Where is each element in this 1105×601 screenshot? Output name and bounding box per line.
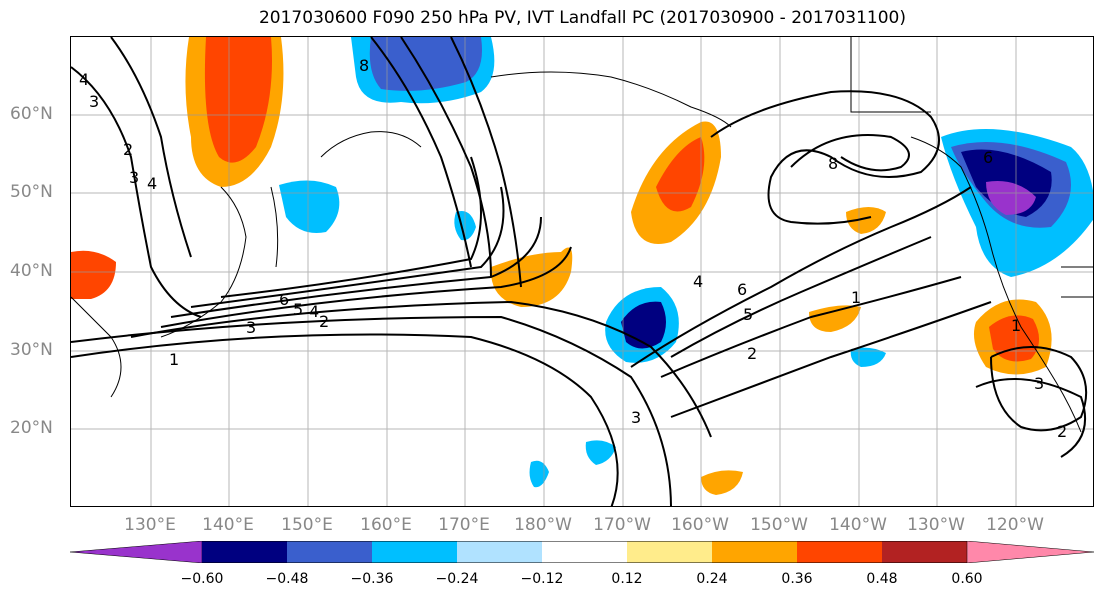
coastlines — [71, 37, 1093, 433]
contour-label: 1 — [169, 350, 179, 369]
colorbar-tick-label: 0.36 — [781, 571, 813, 587]
contour-label: 3 — [129, 168, 139, 187]
contour-label: 3 — [89, 92, 99, 111]
contour-label: 4 — [309, 302, 319, 321]
contour-label: 5 — [743, 305, 753, 324]
contour-label: 3 — [631, 408, 641, 427]
colorbar-segment — [882, 541, 967, 563]
contour-label: 8 — [359, 56, 369, 75]
negative-anomaly-region — [986, 181, 1036, 215]
contour-label: 6 — [279, 290, 289, 309]
negative-anomaly-region — [585, 440, 616, 465]
contour-label: 1 — [851, 288, 861, 307]
colorbar-tick-label: −0.24 — [435, 571, 479, 587]
colorbar-segment — [797, 541, 882, 563]
lon-label: 170°E — [438, 515, 490, 535]
contour-label: 4 — [147, 174, 157, 193]
colorbar-segment — [627, 541, 712, 563]
figure-title: 2017030600 F090 250 hPa PV, IVT Landfall… — [258, 8, 906, 28]
positive-anomaly-region — [71, 250, 116, 299]
lon-label: 120°W — [986, 515, 1044, 535]
contour-label: 6 — [983, 148, 993, 167]
colorbar-tick-label: −0.48 — [265, 571, 309, 587]
lon-label: 150°E — [281, 515, 333, 535]
lon-label: 160°W — [671, 515, 729, 535]
colorbar-tick-label: −0.60 — [180, 571, 224, 587]
positive-anomaly-region — [809, 305, 861, 332]
map-canvas: 4 3 2 3 4 8 6 5 4 3 2 1 4 6 5 2 1 8 6 1 … — [71, 37, 1093, 506]
contour-label: 3 — [1034, 374, 1044, 393]
contour-label: 2 — [71, 37, 81, 41]
contour-label: 2 — [1057, 422, 1067, 441]
contour-label-layer: 4 3 2 3 4 8 6 5 4 3 2 1 4 6 5 2 1 8 6 1 … — [71, 37, 1067, 441]
lon-label: 130°E — [124, 515, 176, 535]
colorbar — [70, 541, 1094, 563]
positive-anomaly-region — [204, 37, 272, 163]
colorbar-segment — [457, 541, 542, 563]
gridlines — [71, 37, 1093, 506]
colorbar-extend-high — [966, 541, 1094, 563]
contour-label: 8 — [828, 154, 838, 173]
lat-label: 30°N — [10, 340, 53, 360]
map-panel: 4 3 2 3 4 8 6 5 4 3 2 1 4 6 5 2 1 8 6 1 … — [70, 36, 1094, 507]
contour-label: 4 — [79, 70, 89, 89]
negative-anomaly-region — [850, 347, 886, 367]
contour-label: 2 — [319, 312, 329, 331]
positive-anomaly-region — [701, 470, 743, 495]
positive-anomaly-region — [989, 315, 1040, 362]
lat-label: 20°N — [10, 418, 53, 438]
colorbar-tick-label: −0.36 — [350, 571, 394, 587]
shading-layer — [71, 37, 1093, 495]
lat-label: 40°N — [10, 261, 53, 281]
contour-label: 4 — [693, 272, 703, 291]
negative-anomaly-region — [279, 180, 340, 233]
contour-label: 2 — [123, 140, 133, 159]
colorbar-tick-label: −0.12 — [520, 571, 564, 587]
lat-label: 60°N — [10, 104, 53, 124]
contour-label: 6 — [737, 280, 747, 299]
colorbar-segment — [542, 541, 627, 563]
colorbar-extend-low — [70, 541, 203, 563]
lon-label: 150°W — [750, 515, 808, 535]
lon-label: 130°W — [907, 515, 965, 535]
lon-label: 160°E — [360, 515, 412, 535]
contour-label: 3 — [246, 318, 256, 337]
lon-label: 170°W — [593, 515, 651, 535]
contour-label: 5 — [293, 300, 303, 319]
colorbar-tick-label: 0.60 — [951, 571, 983, 587]
colorbar-segment — [202, 541, 287, 563]
colorbar-tick-label: 0.24 — [696, 571, 728, 587]
lon-label: 140°E — [202, 515, 254, 535]
colorbar-segment — [712, 541, 797, 563]
lon-label: 140°W — [829, 515, 887, 535]
lon-label: 180°W — [514, 515, 572, 535]
colorbar-segment — [372, 541, 457, 563]
negative-anomaly-region — [529, 460, 549, 488]
colorbar-segment — [287, 541, 372, 563]
colorbar-tick-label: 0.48 — [866, 571, 898, 587]
contour-label: 1 — [1011, 316, 1021, 335]
lat-label: 50°N — [10, 182, 53, 202]
colorbar-tick-label: 0.12 — [611, 571, 643, 587]
contour-label: 2 — [747, 344, 757, 363]
contour-lines — [71, 37, 1088, 506]
positive-anomaly-region — [490, 247, 573, 307]
negative-anomaly-region — [369, 37, 482, 91]
positive-anomaly-region — [846, 207, 886, 234]
